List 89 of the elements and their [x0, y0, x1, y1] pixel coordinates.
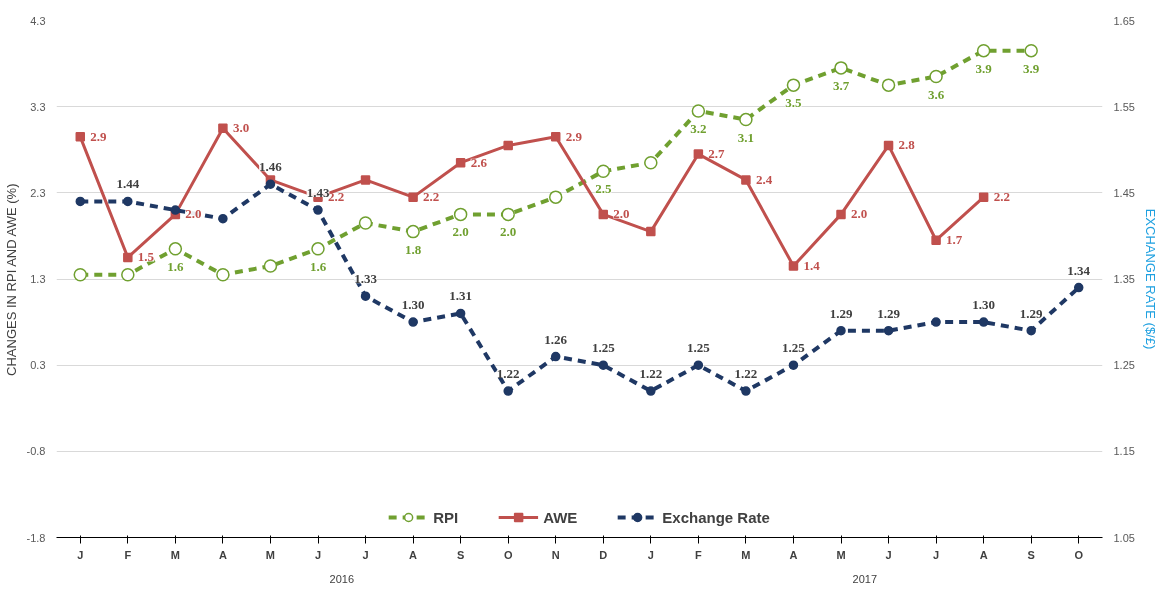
data-label: 1.34 [1067, 262, 1091, 278]
y-tick-label: 3.3 [30, 100, 46, 113]
data-label: 2.0 [185, 206, 202, 222]
data-label: 1.6 [309, 258, 327, 274]
legend-label: AWE [543, 508, 578, 526]
x-tick-label: M [836, 548, 846, 561]
data-label: 3.7 [832, 77, 850, 93]
y-tick-label: 4.3 [30, 14, 46, 27]
data-label: 1.46 [259, 159, 283, 175]
data-label: 2.9 [90, 128, 108, 144]
x-tick-label: M [265, 548, 276, 561]
x-tick-label: D [599, 548, 608, 561]
x-tick-label: O [503, 548, 513, 561]
y-tick-label: 2.3 [30, 186, 46, 199]
data-label: 2.4 [755, 171, 773, 187]
data-label: 1.5 [137, 249, 155, 265]
y-axis-title: CHANGES IN RPI AND AWE (%) [3, 183, 19, 376]
x-tick-label: J [77, 548, 84, 561]
data-label: 3.9 [1023, 60, 1040, 76]
y-tick-label: -1.8 [26, 531, 46, 544]
x-tick-label: J [314, 548, 322, 561]
x-tick-label: F [124, 548, 132, 561]
data-label: 2.0 [452, 224, 469, 240]
y2-tick-label: 1.15 [1113, 445, 1135, 458]
x-tick-label: J [885, 548, 892, 561]
y-tick-label: 0.3 [30, 359, 46, 372]
data-label: 2.2 [328, 189, 345, 205]
data-label: 1.30 [401, 297, 425, 313]
x-tick-label: S [1027, 548, 1035, 561]
x-tick-label: N [551, 548, 560, 561]
data-label: 1.33 [354, 271, 378, 287]
data-label: 2.5 [595, 181, 612, 197]
x-tick-label: J [933, 548, 940, 561]
x-tick-label: A [979, 548, 988, 561]
data-label: 1.29 [877, 305, 901, 321]
data-label: 1.22 [639, 366, 663, 382]
x-tick-label: J [647, 548, 654, 561]
data-label: 3.6 [927, 86, 945, 102]
x-tick-label: O [1074, 548, 1084, 561]
data-label: 3.2 [690, 120, 707, 136]
data-label: 1.26 [544, 331, 568, 347]
data-label: 1.29 [829, 305, 853, 321]
data-label: 1.4 [803, 258, 821, 274]
data-label: 2.8 [898, 137, 916, 153]
y-tick-label: 1.3 [30, 273, 46, 285]
data-label: 1.22 [734, 366, 758, 382]
y-tick-label: -0.8 [26, 445, 46, 458]
y2-tick-label: 1.55 [1113, 100, 1135, 113]
data-label: 1.6 [167, 258, 184, 274]
data-label: 2.2 [993, 189, 1010, 205]
y2-tick-label: 1.35 [1113, 273, 1135, 285]
legend-label: RPI [433, 508, 459, 526]
data-label: 1.7 [946, 232, 963, 248]
data-label: 3.1 [737, 129, 755, 145]
data-label: 2.9 [565, 128, 583, 144]
data-label: 2.7 [708, 146, 726, 162]
data-label: 3.0 [232, 120, 250, 136]
text: 2016 [329, 572, 355, 585]
y2-tick-label: 1.25 [1113, 359, 1135, 372]
data-label: 2.0 [613, 206, 630, 222]
y2-tick-label: 1.45 [1113, 186, 1135, 199]
x-tick-label: A [218, 548, 227, 561]
x-tick-label: A [409, 548, 418, 561]
data-label: 1.25 [686, 340, 711, 356]
x-tick-label: F [695, 548, 702, 561]
text: 2017 [852, 572, 878, 585]
legend-label: Exchange Rate [662, 508, 770, 526]
data-label: 2.0 [500, 224, 517, 240]
x-tick-label: M [741, 548, 751, 561]
data-label: 2.0 [851, 206, 868, 222]
data-label: 1.44 [116, 176, 140, 192]
data-label: 1.30 [972, 297, 996, 313]
x-tick-label: A [789, 548, 798, 561]
data-label: 3.5 [785, 95, 803, 111]
y2-axis-title: EXCHANGE RATE ($/£) [1142, 208, 1158, 350]
data-label: 1.31 [449, 288, 473, 304]
data-label: 2.6 [470, 154, 488, 170]
data-label: 2.2 [423, 189, 440, 205]
data-label: 1.29 [1019, 305, 1044, 321]
x-tick-label: M [170, 548, 180, 561]
data-label: 1.22 [496, 366, 520, 382]
x-tick-label: J [362, 548, 369, 561]
data-label: 1.8 [404, 241, 422, 257]
y2-tick-label: 1.65 [1113, 14, 1135, 27]
data-label: 3.9 [975, 60, 993, 76]
y2-tick-label: 1.05 [1113, 531, 1135, 544]
data-label: 1.25 [782, 340, 806, 356]
x-tick-label: S [456, 548, 465, 561]
data-label: 1.25 [591, 340, 616, 356]
